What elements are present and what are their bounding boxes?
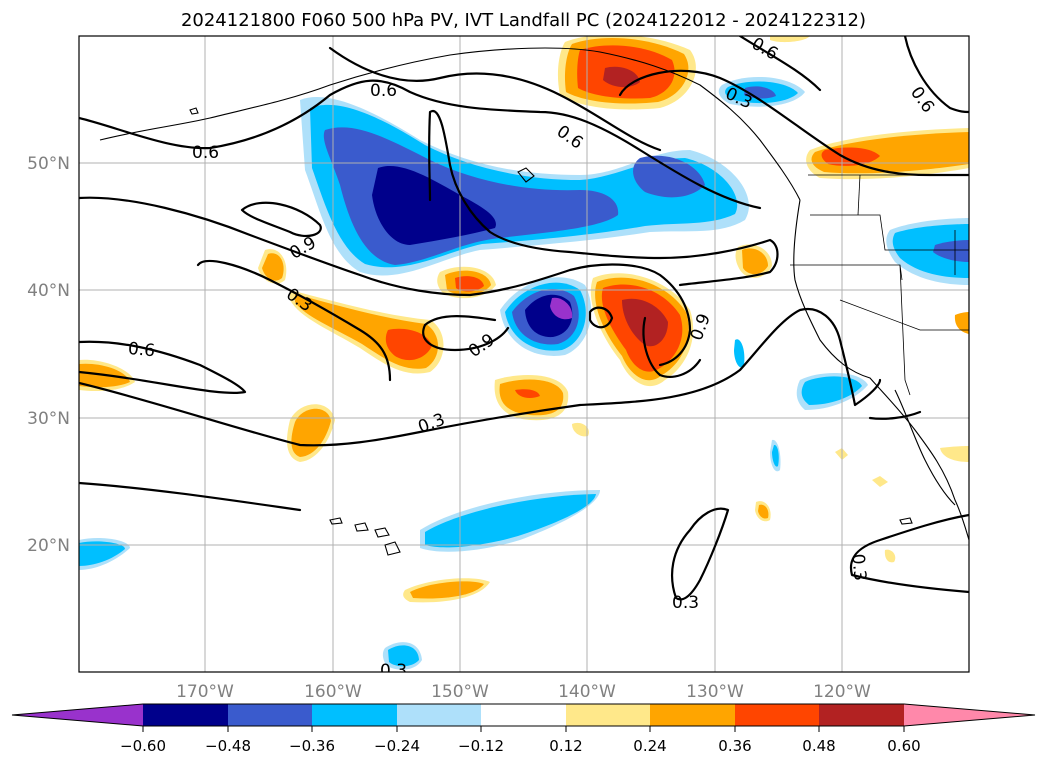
shading-layer bbox=[79, 36, 969, 670]
ivt-positive-region bbox=[742, 248, 768, 275]
colorbar-swatch bbox=[143, 704, 228, 726]
pv-contours bbox=[79, 36, 969, 601]
ivt-negative-region bbox=[425, 494, 596, 548]
ivt-positive-region bbox=[940, 446, 969, 462]
contour-label: 0.3 bbox=[847, 553, 869, 582]
lat-label: 30°N bbox=[27, 409, 70, 429]
colorbar-swatch bbox=[397, 704, 482, 726]
contour-label: 0.3 bbox=[380, 661, 407, 681]
gridlines bbox=[79, 36, 969, 672]
colorbar-tick-label: −0.48 bbox=[205, 737, 251, 755]
ivt-positive-region bbox=[572, 422, 589, 437]
ivt-negative-region bbox=[550, 297, 573, 320]
coastlines bbox=[99, 47, 969, 556]
ivt-positive-region bbox=[262, 253, 284, 281]
ivt-positive-region bbox=[758, 504, 769, 519]
contour-label: 0.3 bbox=[672, 593, 699, 613]
map-frame bbox=[78, 35, 970, 673]
ivt-positive-region bbox=[603, 66, 640, 88]
lon-label: 130°W bbox=[686, 682, 744, 702]
colorbar-tick-label: 0.60 bbox=[887, 737, 920, 755]
colorbar-ticks bbox=[142, 726, 905, 732]
colorbar-tick-label: −0.12 bbox=[458, 737, 504, 755]
colorbar-swatch bbox=[312, 704, 397, 726]
ivt-positive-region bbox=[872, 476, 888, 487]
colorbar-extend-high bbox=[904, 704, 1035, 726]
colorbar-tick-label: −0.36 bbox=[289, 737, 335, 755]
colorbar-tick-label: 0.36 bbox=[718, 737, 751, 755]
longitude-labels: 170°W 160°W 150°W 140°W 130°W 120°W bbox=[176, 682, 871, 702]
ivt-positive-region bbox=[515, 389, 540, 398]
colorbar: −0.60 −0.48 −0.36 −0.24 −0.12 0.12 0.24 … bbox=[11, 703, 1036, 755]
contour-label: 0.6 bbox=[192, 143, 219, 163]
lon-label: 160°W bbox=[304, 682, 362, 702]
contour-label: 0.6 bbox=[370, 81, 397, 101]
ivt-negative-region bbox=[933, 240, 969, 262]
colorbar-extend-low bbox=[12, 704, 143, 726]
colorbar-swatch bbox=[735, 704, 820, 726]
map-title: 2024121800 F060 500 hPa PV, IVT Landfall… bbox=[180, 10, 867, 31]
latitude-labels: 50°N 40°N 30°N 20°N bbox=[27, 154, 70, 556]
ivt-negative-region bbox=[388, 645, 419, 667]
ivt-positive-region bbox=[954, 312, 969, 334]
ivt-negative-region bbox=[801, 376, 862, 405]
lat-label: 50°N bbox=[27, 154, 70, 174]
colorbar-swatch bbox=[819, 704, 904, 726]
colorbar-tick-label: −0.24 bbox=[374, 737, 420, 755]
lon-label: 150°W bbox=[431, 682, 489, 702]
colorbar-tick-label: −0.60 bbox=[120, 737, 166, 755]
lon-label: 170°W bbox=[176, 682, 234, 702]
lon-label: 140°W bbox=[558, 682, 616, 702]
lon-label: 120°W bbox=[813, 682, 871, 702]
lat-label: 20°N bbox=[27, 536, 70, 556]
ivt-positive-region bbox=[410, 581, 484, 599]
colorbar-tick-label: 0.12 bbox=[549, 737, 582, 755]
colorbar-tick-label: 0.48 bbox=[802, 737, 835, 755]
ivt-negative-region bbox=[372, 166, 496, 245]
ivt-negative-region bbox=[772, 444, 779, 467]
ivt-positive-region bbox=[455, 276, 484, 292]
lat-label: 40°N bbox=[27, 281, 70, 301]
colorbar-swatch bbox=[650, 704, 735, 726]
map-area bbox=[79, 36, 969, 672]
ivt-positive-region bbox=[884, 549, 896, 563]
colorbar-swatch bbox=[566, 704, 651, 726]
ivt-negative-region bbox=[633, 155, 705, 198]
ivt-negative-region bbox=[734, 339, 745, 368]
colorbar-tick-label: 0.24 bbox=[633, 737, 666, 755]
ivt-negative-region bbox=[892, 224, 969, 278]
ivt-positive-region bbox=[385, 328, 432, 361]
ivt-positive-region bbox=[770, 36, 810, 43]
ivt-negative-region bbox=[79, 541, 125, 566]
colorbar-swatch bbox=[481, 704, 566, 726]
contour-label: 0.6 bbox=[127, 339, 156, 361]
colorbar-swatch bbox=[228, 704, 313, 726]
